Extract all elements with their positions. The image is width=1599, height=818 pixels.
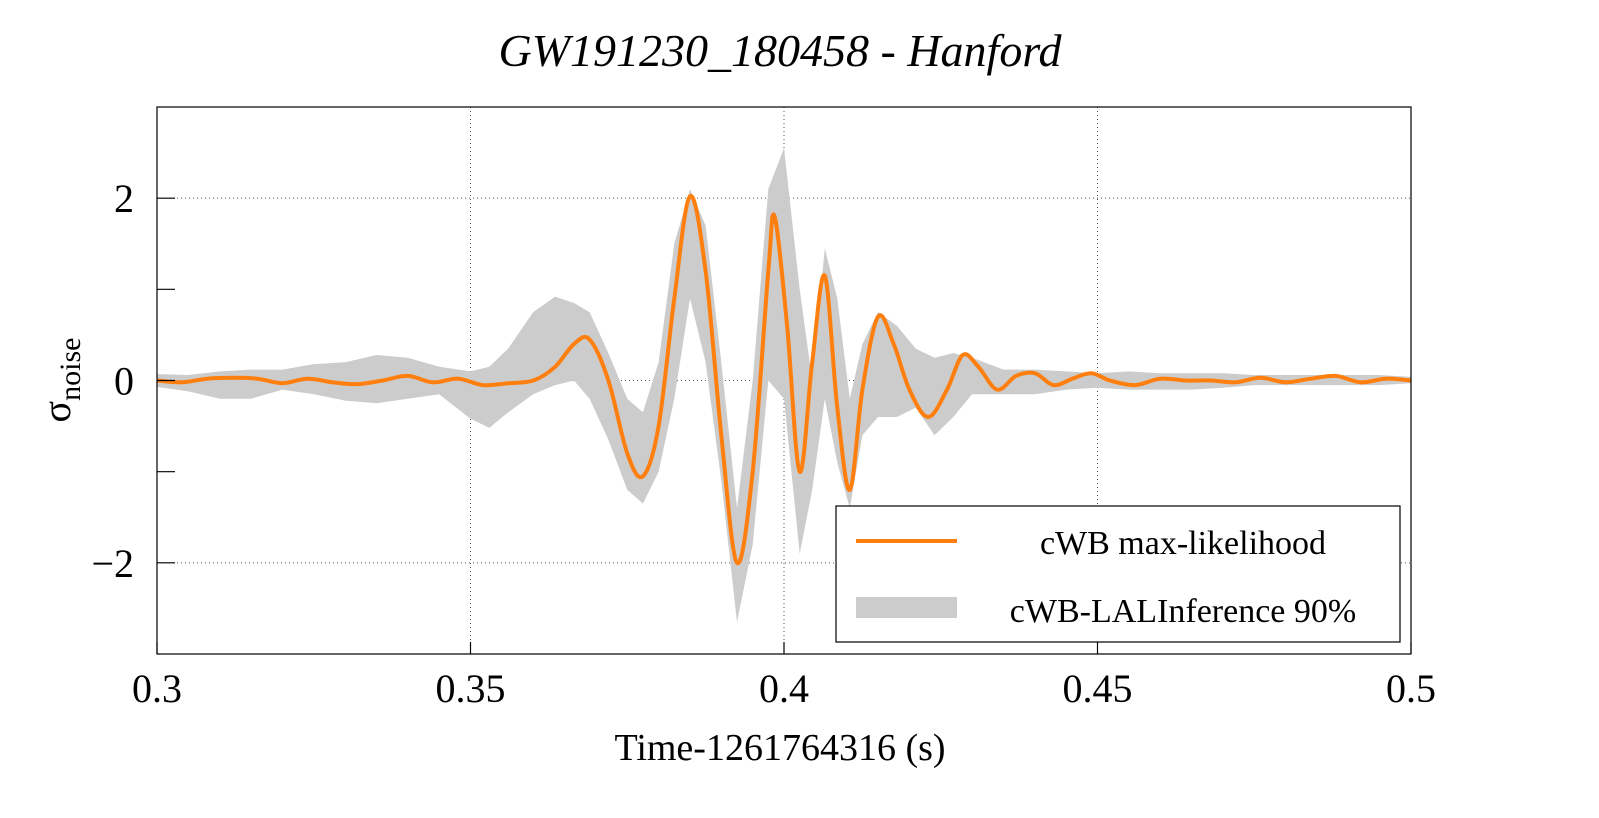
y-axis-label: σnoise [34,338,87,423]
legend-band-swatch [856,597,957,618]
y-tick-labels: −2 0 2 [91,176,134,586]
confidence-band-90 [157,148,1411,623]
line-layer [156,194,1412,566]
band-layer [157,148,1411,623]
y-axis-label-main: σ [34,401,79,423]
x-axis-label: Time-1261764316 (s) [614,727,945,769]
legend-frame [835,505,1401,643]
legend-label-max-likelihood: cWB max-likelihood [1040,525,1326,562]
y-tick-label: 2 [114,176,134,221]
x-tick-label: 0.4 [759,666,809,711]
chart-title: GW191230_180458 - Hanford [498,25,1062,76]
y-axis-label-sub: noise [54,338,87,401]
legend-label-90-percent: cWB-LALInference 90% [1010,593,1356,630]
x-tick-label: 0.5 [1386,666,1436,711]
x-tick-label: 0.3 [132,666,182,711]
y-tick-label: −2 [91,541,134,586]
legend: cWB max-likelihood cWB-LALInference 90% [835,505,1401,643]
max-likelihood-line [156,194,1412,566]
y-tick-label: 0 [114,359,134,404]
x-tick-labels: 0.3 0.35 0.4 0.45 0.5 [132,666,1436,711]
x-tick-label: 0.45 [1063,666,1133,711]
axis-ticks [156,197,1412,654]
x-tick-label: 0.35 [436,666,506,711]
